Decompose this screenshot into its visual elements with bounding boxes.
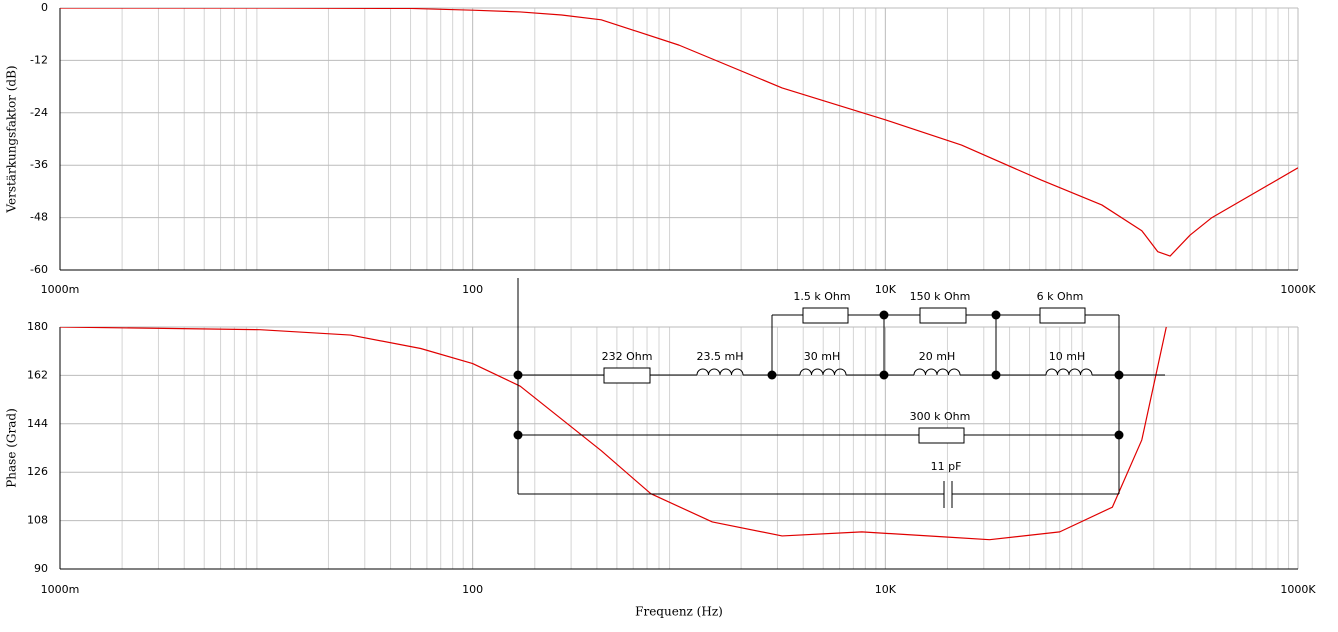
y-axis-label: Phase (Grad) <box>5 408 19 488</box>
resistor <box>918 427 965 444</box>
y-tick-label: 108 <box>27 514 48 527</box>
x-tick-label: 100 <box>462 283 483 296</box>
resistor <box>919 307 967 324</box>
component-label: 150 k Ohm <box>910 290 971 303</box>
component-label: 10 mH <box>1049 350 1085 363</box>
x-tick-label: 1000K <box>1280 583 1316 596</box>
component-label: 232 Ohm <box>602 350 653 363</box>
component-label: 6 k Ohm <box>1037 290 1084 303</box>
inductor <box>1045 368 1093 376</box>
component-label: 23.5 mH <box>697 350 744 363</box>
resistor <box>1039 307 1086 324</box>
inductor <box>799 368 847 376</box>
x-tick-label: 100 <box>462 583 483 596</box>
component-label: 300 k Ohm <box>910 410 971 423</box>
y-tick-label: 180 <box>27 320 48 333</box>
x-tick-label: 10K <box>875 283 897 296</box>
circuit-diagram: 232 Ohm 23.5 mH 1.5 k Ohm 150 k Ohm 6 k … <box>513 278 1165 508</box>
x-tick-label: 10K <box>875 583 897 596</box>
component-label: 30 mH <box>804 350 840 363</box>
resistor <box>603 367 651 384</box>
y-tick-label: -36 <box>30 158 48 171</box>
inductor <box>696 368 744 376</box>
y-tick-label: -24 <box>30 106 48 119</box>
component-label: 11 pF <box>931 460 962 473</box>
y-tick-label: 90 <box>34 562 48 575</box>
data-line <box>60 8 1298 257</box>
y-tick-label: -48 <box>30 211 48 224</box>
data-line <box>60 327 1167 541</box>
y-tick-label: 144 <box>27 417 48 430</box>
resistor <box>802 307 849 324</box>
plots: 1000m 100 10K 1000K 0 -12 -24 -36 -48 -60 Verstärk… <box>5 1 1317 619</box>
x-tick-label: 1000K <box>1280 283 1316 296</box>
y-tick-label: 126 <box>27 465 48 478</box>
y-tick-label: -60 <box>30 263 48 276</box>
component-label: 20 mH <box>919 350 955 363</box>
x-tick-label: 1000m <box>41 583 80 596</box>
component-label: 1.5 k Ohm <box>793 290 850 303</box>
y-tick-label: -12 <box>30 53 48 66</box>
y-axis-label: Verstärkungsfaktor (dB) <box>5 65 19 213</box>
inductor <box>913 368 961 376</box>
x-axis-label: Frequenz (Hz) <box>635 605 723 619</box>
x-tick-label: 1000m <box>41 283 80 296</box>
y-tick-label: 162 <box>27 368 48 381</box>
y-tick-label: 0 <box>41 1 48 14</box>
